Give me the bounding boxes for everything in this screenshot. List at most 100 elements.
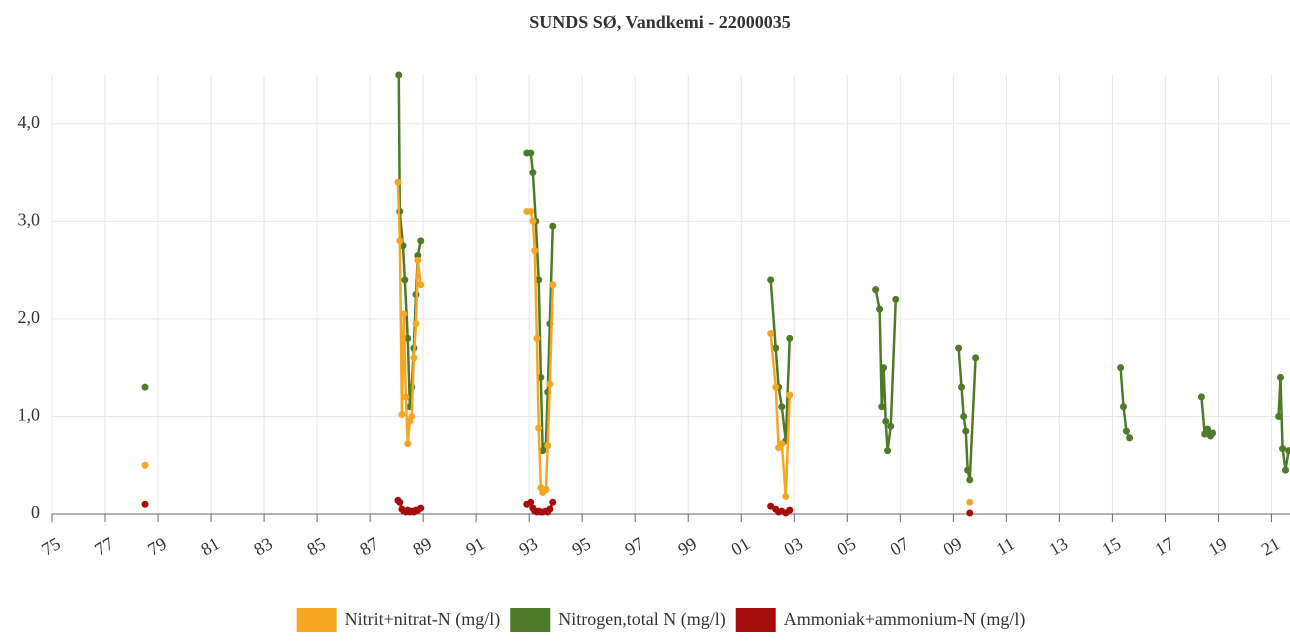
data-point [786, 391, 794, 399]
x-tick-label: 79 [144, 533, 170, 559]
data-point [141, 500, 149, 508]
data-point [1285, 447, 1290, 455]
data-point [414, 256, 422, 264]
x-tick-label: 17 [1152, 533, 1178, 559]
data-point [786, 506, 794, 514]
x-tick-label: 77 [91, 533, 117, 559]
legend-swatch [510, 608, 551, 632]
x-tick-label: 13 [1046, 533, 1072, 559]
data-point [960, 412, 968, 420]
data-point [1276, 373, 1284, 381]
x-tick-label: 89 [409, 533, 435, 559]
y-tick-label: 2,0 [18, 307, 41, 327]
legend: Nitrit+nitrat-N (mg/l) Nitrogen,total N (… [296, 608, 1026, 632]
data-point [767, 276, 775, 284]
data-point [527, 208, 535, 216]
data-point [537, 373, 545, 381]
data-point [531, 247, 539, 255]
data-point [398, 410, 406, 418]
data-point [782, 492, 790, 500]
x-tick-label: 07 [887, 533, 913, 559]
x-tick-label: 01 [728, 533, 754, 559]
y-tick-label: 4,0 [18, 112, 41, 132]
data-point [878, 403, 886, 411]
data-point [412, 320, 420, 328]
data-point [396, 498, 404, 506]
data-point [772, 383, 780, 391]
data-point [141, 383, 149, 391]
y-tick-label: 0 [31, 502, 40, 522]
x-tick-label: 83 [250, 533, 276, 559]
data-point [772, 344, 780, 352]
data-point [964, 466, 972, 474]
legend-swatch [296, 608, 337, 632]
data-point [892, 295, 900, 303]
data-point [527, 498, 535, 506]
data-point [535, 424, 543, 432]
y-tick-label: 3,0 [18, 209, 41, 229]
series-line [398, 182, 970, 502]
data-point [395, 71, 403, 79]
data-point [394, 178, 402, 186]
x-tick-label: 97 [621, 533, 647, 559]
data-point [402, 393, 410, 401]
data-point [1120, 403, 1128, 411]
data-point [414, 251, 422, 259]
data-point [529, 217, 537, 225]
data-point [401, 276, 409, 284]
x-tick-label: 75 [38, 533, 64, 559]
legend-label: Ammoniak+ammonium-N (mg/l) [784, 609, 1026, 630]
data-point [535, 276, 543, 284]
data-point [141, 461, 149, 469]
x-tick-label: 81 [197, 533, 223, 559]
data-point [882, 417, 890, 425]
x-tick-label: 95 [568, 533, 594, 559]
data-point [417, 504, 425, 512]
data-point [1126, 434, 1134, 442]
chart-title: SUNDS SØ, Vandkemi - 22000035 [529, 12, 791, 32]
data-point [1281, 466, 1289, 474]
x-tick-label: 05 [834, 533, 860, 559]
x-tick-label: 09 [940, 533, 966, 559]
data-point [1275, 412, 1283, 420]
x-tick-label: 15 [1099, 533, 1125, 559]
data-point [400, 310, 408, 318]
x-tick-label: 21 [1258, 533, 1284, 559]
x-tick-label: 91 [462, 533, 488, 559]
data-point [966, 509, 974, 517]
data-point [544, 442, 552, 450]
x-tick-label: 19 [1205, 533, 1231, 559]
data-point [404, 440, 412, 448]
data-point [417, 237, 425, 245]
legend-label: Nitrogen,total N (mg/l) [558, 609, 725, 630]
data-point [876, 305, 884, 313]
legend-label: Nitrit+nitrat-N (mg/l) [345, 609, 501, 630]
data-point [955, 344, 963, 352]
data-point [527, 149, 535, 157]
x-tick-label: 87 [356, 533, 382, 559]
data-point [1279, 445, 1287, 453]
data-point [1197, 393, 1205, 401]
data-point [549, 281, 557, 289]
data-point [396, 237, 404, 245]
series-line [397, 74, 1290, 481]
data-point [1204, 425, 1212, 433]
data-point [533, 334, 541, 342]
data-point [549, 222, 557, 230]
x-tick-label: 11 [993, 533, 1018, 559]
data-point [972, 354, 980, 362]
data-point [410, 354, 418, 362]
data-point [546, 380, 554, 388]
data-point [542, 486, 550, 494]
data-point [958, 383, 966, 391]
x-tick-label: 93 [515, 533, 541, 559]
data-point [408, 412, 416, 420]
data-point [1117, 364, 1125, 372]
data-point [546, 505, 554, 513]
series-line [398, 500, 970, 513]
data-point [887, 422, 895, 430]
data-point [404, 334, 412, 342]
data-point [767, 330, 775, 338]
x-tick-label: 85 [303, 533, 329, 559]
